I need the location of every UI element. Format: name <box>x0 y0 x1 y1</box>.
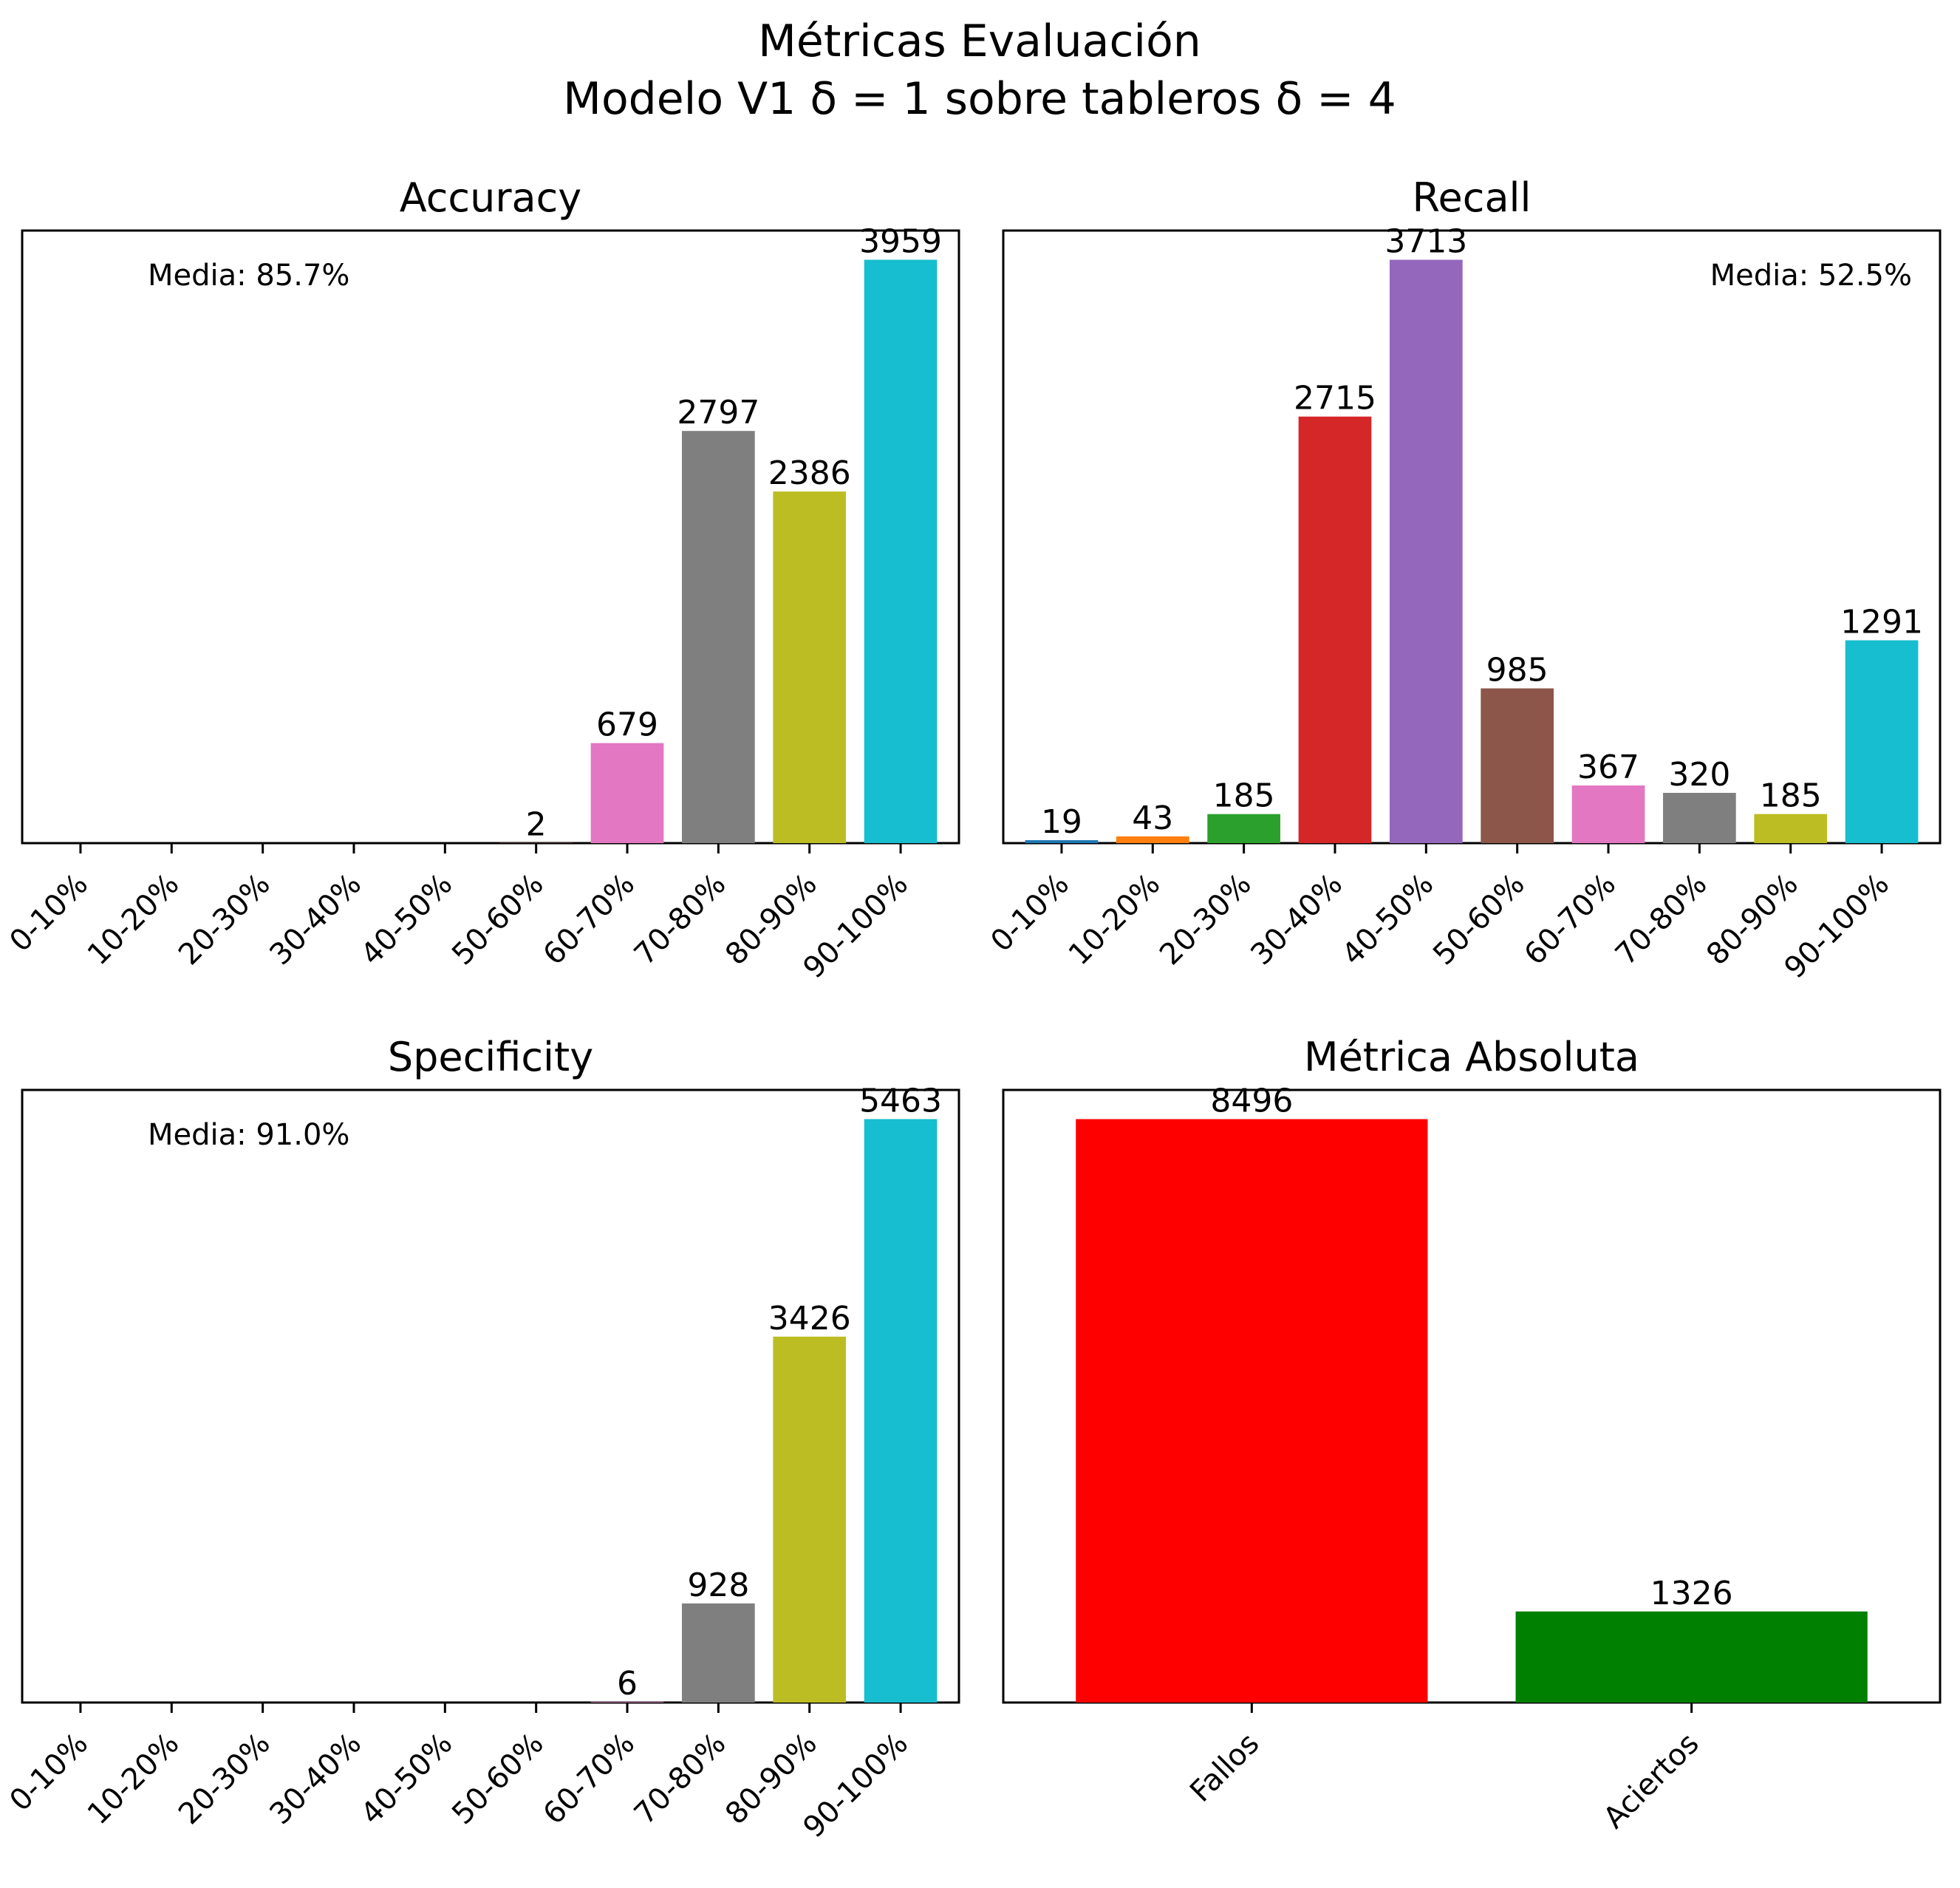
mean-annotation: Media: 91.0% <box>148 1118 349 1152</box>
figure-title-line-1: Métricas Evaluación <box>758 16 1201 67</box>
bar-aciertos <box>1515 1611 1868 1703</box>
bar-60-70 <box>1571 785 1645 843</box>
figure-title-line-2: Modelo V1 δ = 1 sobre tableros δ = 4 <box>563 73 1396 125</box>
x-tick-label: 10-20% <box>81 1727 186 1832</box>
bar-80-90 <box>773 491 847 843</box>
x-tick-label: 30-40% <box>263 1727 368 1832</box>
x-tick-label: 0-10% <box>3 1727 95 1819</box>
bar-value-label: 2797 <box>677 394 759 432</box>
bar-60-70 <box>590 743 664 843</box>
bar-value-label: 2 <box>526 806 547 844</box>
bar-70-80 <box>1663 792 1736 843</box>
bar-fallos <box>1076 1119 1428 1703</box>
bar-value-label: 320 <box>1668 756 1730 794</box>
subplot-title: Recall <box>1412 174 1531 221</box>
x-tick-label: 20-30% <box>172 868 277 972</box>
bar-80-90 <box>773 1336 847 1703</box>
x-tick-label: 60-70% <box>536 868 641 972</box>
bar-value-label: 185 <box>1760 777 1822 815</box>
bar-30-40 <box>1298 416 1372 843</box>
x-tick-label: 30-40% <box>263 868 368 972</box>
bar-20-30 <box>1207 814 1280 843</box>
x-tick-label: 40-50% <box>355 1727 460 1832</box>
bar-50-60 <box>1481 688 1554 843</box>
x-tick-label: 0-10% <box>984 868 1076 959</box>
x-tick-label: 50-60% <box>1427 868 1532 972</box>
bar-70-80 <box>682 1603 755 1703</box>
bar-value-label: 5463 <box>859 1082 942 1119</box>
subplot-title: Accuracy <box>400 174 582 221</box>
x-tick-label: 60-70% <box>1517 868 1622 972</box>
bar-value-label: 2715 <box>1294 380 1376 418</box>
bar-90-100 <box>864 1119 938 1703</box>
axes-frame <box>1002 229 1942 845</box>
axes-frame <box>21 229 960 845</box>
x-tick-label: 40-50% <box>1336 868 1441 972</box>
axes-frame <box>1002 1088 1942 1704</box>
x-tick-label: 70-80% <box>628 868 733 972</box>
bar-90-100 <box>1845 640 1919 843</box>
bar-value-label: 3713 <box>1384 223 1467 261</box>
bar-value-label: 1326 <box>1650 1575 1733 1612</box>
x-tick-label: 60-70% <box>536 1727 641 1832</box>
bar-value-label: 19 <box>1041 803 1082 841</box>
subplot-title: Specificity <box>388 1034 593 1080</box>
subplot-specificity: Specificity 0-10%10-20%20-30%30-40%40-50%… <box>3 1034 960 1844</box>
subplot-absoluta: Métrica Absoluta 8496 Fallos 1326 Aciertos <box>1002 1034 1942 1836</box>
subplot-title: Métrica Absoluta <box>1304 1034 1639 1080</box>
mean-annotation: Media: 85.7% <box>148 259 349 293</box>
bar-60-70 <box>590 1702 664 1703</box>
bar-value-label: 679 <box>596 706 658 744</box>
bar-value-label: 6 <box>617 1665 638 1703</box>
x-tick-label: 10-20% <box>81 868 186 972</box>
bar-90-100 <box>864 259 938 843</box>
x-tick-label: Fallos <box>1184 1727 1266 1809</box>
bar-10-20 <box>1116 836 1189 843</box>
bar-value-label: 1291 <box>1840 604 1923 641</box>
mean-annotation: Media: 52.5% <box>1710 259 1912 293</box>
bar-value-label: 43 <box>1132 800 1173 837</box>
bar-value-label: 3426 <box>768 1300 851 1337</box>
bar-value-label: 367 <box>1577 749 1639 786</box>
x-tick-label: 10-20% <box>1062 868 1167 972</box>
x-tick-label: 40-50% <box>355 868 460 972</box>
x-tick-label: Aciertos <box>1597 1727 1706 1836</box>
bar-0-10 <box>1025 839 1099 843</box>
bar-value-label: 185 <box>1213 777 1275 815</box>
x-tick-label: 50-60% <box>445 868 550 972</box>
x-tick-label: 20-30% <box>1153 868 1258 972</box>
bar-40-50 <box>1389 259 1463 843</box>
x-tick-label: 50-60% <box>445 1727 550 1832</box>
axes-frame <box>21 1088 960 1704</box>
x-tick-label: 70-80% <box>628 1727 733 1832</box>
x-tick-label: 20-30% <box>172 1727 277 1832</box>
x-tick-label: 0-10% <box>3 868 95 959</box>
bar-value-label: 8496 <box>1210 1082 1293 1119</box>
subplot-accuracy: Accuracy 0-10%10-20%20-30%30-40%40-50% 2 50… <box>3 174 960 985</box>
subplot-recall: Recall 19 0-10% 43 10-20% 185 20-30% 2715 30-40%… <box>984 174 1942 985</box>
bar-value-label: 3959 <box>859 222 942 260</box>
bar-value-label: 2386 <box>768 454 851 492</box>
bar-70-80 <box>682 431 755 843</box>
x-tick-label: 70-80% <box>1609 868 1714 972</box>
bar-value-label: 928 <box>687 1567 749 1604</box>
bar-80-90 <box>1754 814 1828 843</box>
bar-value-label: 985 <box>1486 652 1548 689</box>
x-tick-label: 30-40% <box>1244 868 1349 972</box>
